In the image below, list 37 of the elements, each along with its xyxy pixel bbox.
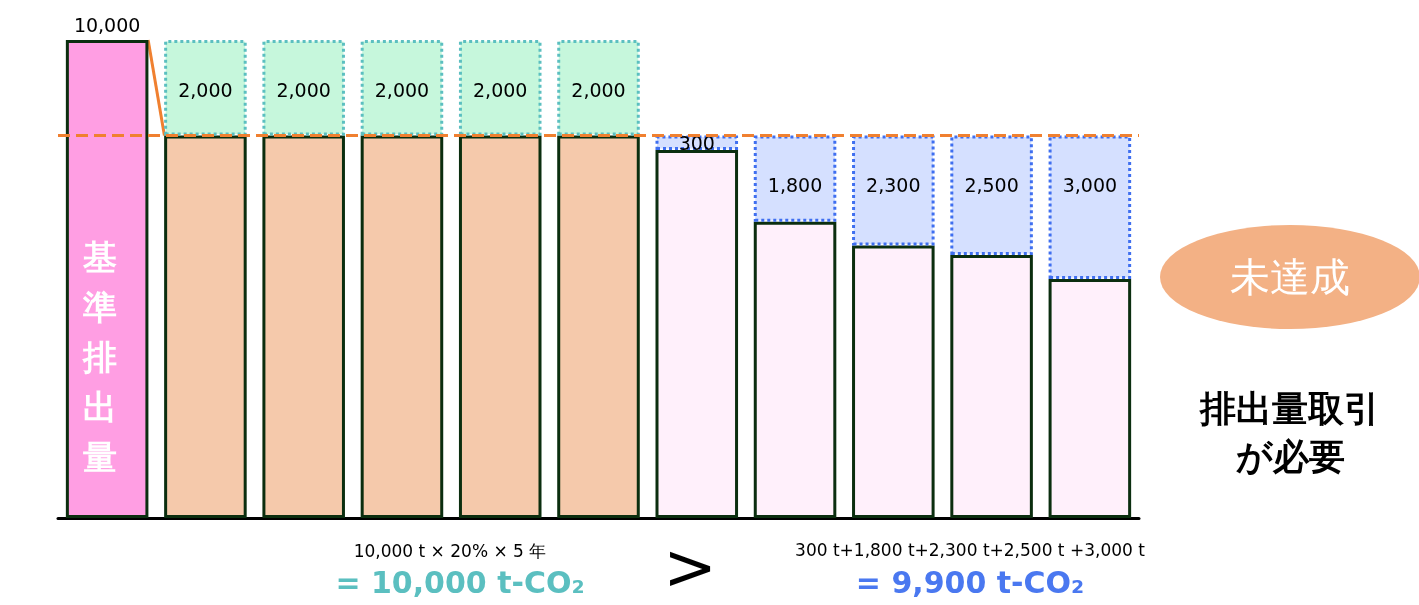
annotation: 基準排出量 xyxy=(81,236,118,479)
data-label: 1,800 xyxy=(767,174,823,197)
data-label: 2,500 xyxy=(964,174,1019,197)
data-label: 3,000 xyxy=(1062,174,1118,197)
bar xyxy=(164,40,247,136)
data-label: 10,000 xyxy=(73,13,141,36)
data-label: 2,000 xyxy=(571,78,626,101)
bar xyxy=(262,135,345,518)
bar xyxy=(557,135,640,518)
bar xyxy=(753,221,837,518)
text: 300 t+1,800 t+2,300 t+2,500 t +3,000 t xyxy=(794,540,1146,560)
bar xyxy=(950,255,1033,518)
data-label: 2,000 xyxy=(178,78,233,101)
bar xyxy=(655,149,739,518)
text: = 9,900 t-CO₂ xyxy=(854,565,1086,600)
bar xyxy=(1048,135,1132,279)
bar xyxy=(753,135,837,222)
bar xyxy=(852,135,935,246)
bar xyxy=(65,40,149,518)
bar xyxy=(852,245,935,518)
bar xyxy=(360,40,444,136)
data-label: 2,000 xyxy=(374,78,430,101)
data-label: 2,000 xyxy=(473,78,528,101)
text: 10,000 t × 20% × 5 年 xyxy=(352,540,548,563)
text: > xyxy=(662,530,718,604)
bar xyxy=(557,40,640,136)
bar xyxy=(360,135,444,518)
bar xyxy=(262,40,345,136)
bar xyxy=(458,135,542,518)
bar xyxy=(1048,279,1132,518)
bar xyxy=(458,40,542,136)
text: 排出量取引が必要 xyxy=(1198,387,1381,479)
data-label: 2,000 xyxy=(276,78,331,101)
bar xyxy=(950,135,1033,256)
text: = 10,000 t-CO₂ xyxy=(335,565,585,600)
data-label: 2,300 xyxy=(866,174,921,197)
bar xyxy=(164,135,247,518)
